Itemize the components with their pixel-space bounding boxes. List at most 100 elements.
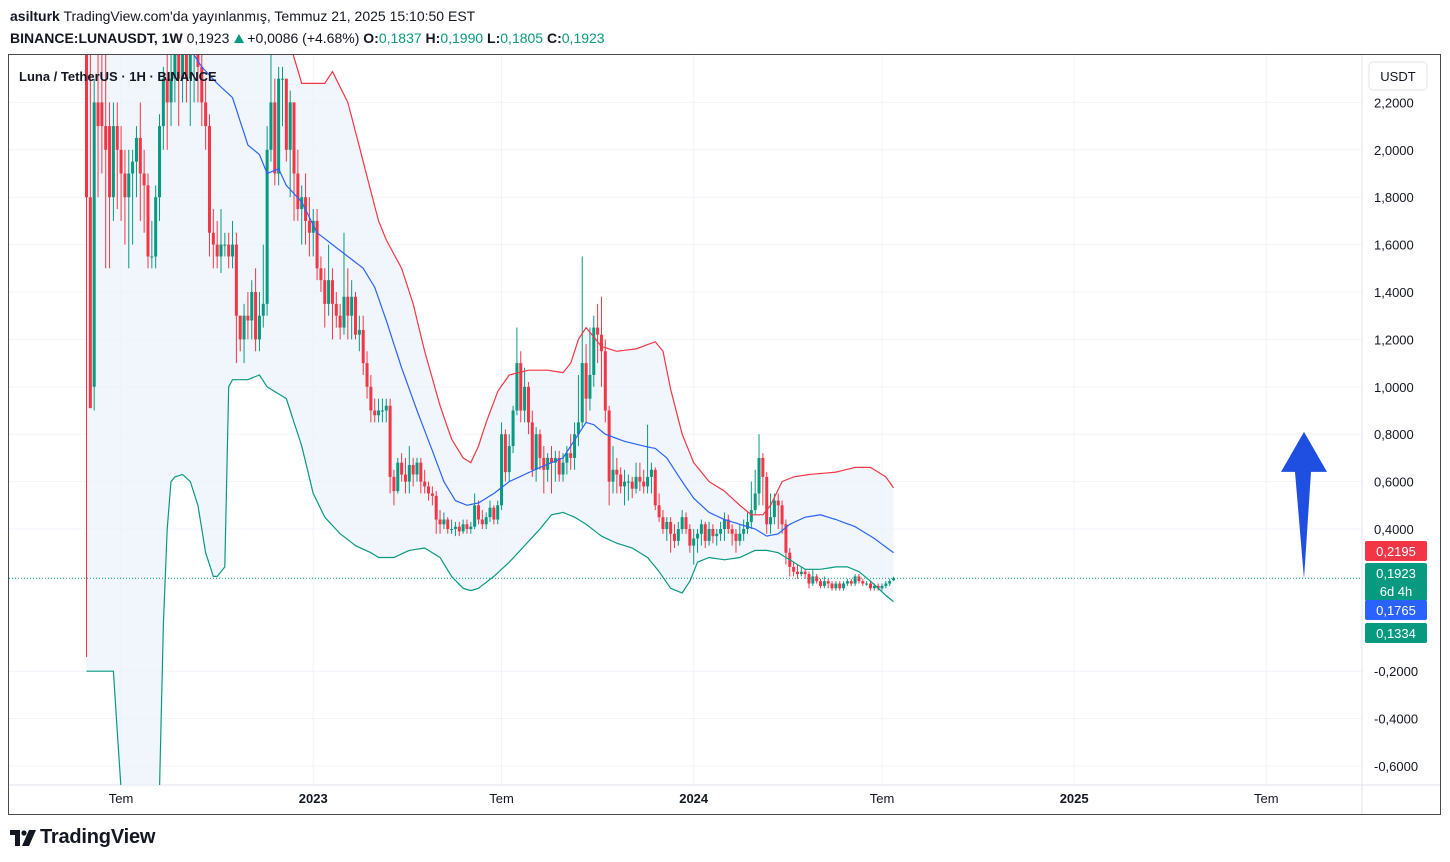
candle-body [108, 126, 112, 198]
candle [277, 66, 281, 186]
candle-body [780, 505, 784, 525]
candle-body [634, 476, 638, 489]
price-tick-label: 1,2000 [1374, 332, 1414, 347]
candle-body [307, 220, 311, 233]
candle [407, 446, 411, 494]
candle [569, 434, 573, 470]
high-label: H: [425, 30, 441, 46]
candle-body [265, 149, 269, 304]
author-name[interactable]: asilturk [10, 8, 60, 24]
candle-body [880, 585, 884, 589]
candle-body [553, 457, 557, 463]
candle [634, 462, 638, 494]
candle [642, 469, 646, 494]
candle [722, 512, 726, 541]
candle [492, 505, 496, 525]
candle [480, 510, 484, 530]
currency-button[interactable]: USDT [1368, 61, 1428, 91]
candle-body [476, 505, 480, 520]
candle-body [315, 220, 319, 269]
candle-body [511, 410, 515, 447]
candle [134, 126, 138, 198]
candle [123, 149, 127, 245]
candle-body [411, 465, 415, 475]
candle-body [711, 529, 715, 537]
candle [542, 446, 546, 494]
candle-body [127, 173, 131, 198]
candle-body [85, 55, 88, 198]
candle-body [734, 533, 738, 541]
candle [865, 581, 869, 586]
candle-body [811, 576, 815, 584]
candle [150, 220, 154, 269]
candle [207, 114, 211, 257]
candle-body [100, 102, 104, 127]
candle [730, 524, 734, 546]
tradingview-logo[interactable]: TradingView [10, 826, 155, 849]
candle [119, 126, 123, 221]
candle [680, 510, 684, 534]
time-tick-label: Tem [109, 791, 134, 806]
candle [799, 566, 803, 577]
time-axis[interactable]: Tem 2023 Tem 2024 Tem 2025 Tem [109, 791, 1279, 806]
candle-body [849, 581, 853, 584]
candle-body [538, 434, 542, 458]
candle [776, 493, 780, 530]
candle-body [284, 78, 288, 150]
candle-body [419, 462, 423, 482]
price-label-text: 6d 4h [1380, 584, 1413, 599]
candle-body [745, 521, 749, 530]
candle [757, 434, 761, 506]
candle-body [603, 351, 607, 411]
candle-body [719, 529, 723, 534]
candle-body [242, 315, 246, 340]
candle [184, 55, 188, 103]
candle-body [184, 55, 188, 79]
candle-body [388, 405, 392, 477]
candle [223, 232, 227, 257]
candle-body [334, 303, 338, 316]
arrow-up-icon [1281, 431, 1327, 579]
candle-body [557, 457, 561, 475]
candle-body [872, 585, 876, 589]
candle-body [453, 526, 457, 530]
candle-body [542, 457, 546, 470]
candle [169, 55, 173, 127]
candle [392, 469, 396, 506]
candle [630, 476, 634, 499]
candle-body [569, 453, 573, 458]
candle-body [738, 533, 742, 541]
candle [154, 185, 158, 269]
candle-body [415, 462, 419, 475]
price-chart[interactable]: Luna / TetherUS · 1H · BINANCE USDT 2,20… [9, 55, 1440, 814]
candle [830, 581, 834, 591]
candle [265, 126, 269, 316]
candle-body [626, 481, 630, 483]
candle-body [692, 538, 696, 546]
candle-body [254, 292, 258, 340]
candle [649, 462, 653, 494]
candle-body [473, 505, 477, 527]
candle-body [392, 476, 396, 492]
candle-body [288, 102, 292, 150]
candle-body [672, 533, 676, 541]
candle-body [715, 533, 719, 537]
candle-body [699, 524, 703, 534]
price-axis[interactable]: 2,2000 2,0000 1,8000 1,6000 1,4000 1,2000 1,00… [1374, 95, 1418, 774]
candle-body [380, 410, 384, 412]
candle [442, 512, 446, 530]
candle [496, 500, 500, 525]
high-value: 0,1990 [440, 30, 484, 46]
candle [819, 578, 823, 589]
candle [380, 398, 384, 423]
candle-body [200, 66, 204, 103]
time-tick-label: 2024 [679, 791, 709, 806]
candle [584, 344, 588, 423]
candle [165, 55, 169, 150]
open-value: 0,1837 [378, 30, 422, 46]
candle [438, 510, 442, 534]
candle [85, 55, 88, 658]
candle [526, 382, 530, 435]
candle [795, 564, 799, 579]
candle [415, 457, 419, 482]
